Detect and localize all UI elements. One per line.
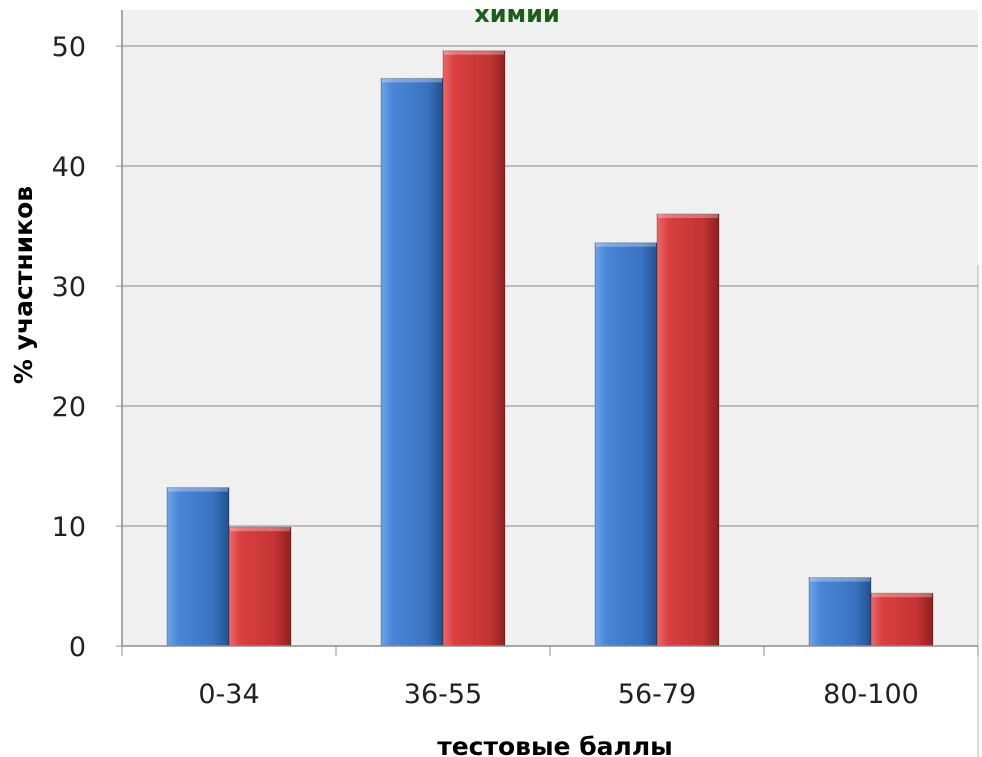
y-tick-label: 40 <box>52 152 86 183</box>
bar <box>594 242 658 647</box>
bar <box>380 77 444 647</box>
y-tick-label: 50 <box>52 32 86 63</box>
bar <box>228 526 292 647</box>
bars <box>166 50 934 647</box>
x-tick-label: 0-34 <box>198 679 259 710</box>
bar-top-highlight <box>596 242 656 247</box>
bar-top-highlight <box>230 527 290 532</box>
bar <box>166 487 230 647</box>
y-tick-label: 30 <box>52 272 86 303</box>
bar <box>808 577 872 647</box>
x-axis-title: тестовые баллы <box>437 732 673 757</box>
bar <box>656 213 720 647</box>
y-axis-title: % участников <box>9 186 38 384</box>
x-axis-ticks: 0-34 36-55 56-79 80-100 <box>121 646 979 710</box>
bar-top-highlight <box>444 50 504 55</box>
bar-top-highlight <box>872 593 932 598</box>
bar-top-highlight <box>658 214 718 218</box>
bar <box>442 50 506 647</box>
y-tick-label: 10 <box>52 512 86 543</box>
y-tick-label: 20 <box>52 392 86 423</box>
x-tick-label: 80-100 <box>823 679 919 710</box>
y-tick-label: 0 <box>69 632 86 663</box>
x-tick-label: 36-55 <box>404 679 482 710</box>
gridlines <box>122 45 978 527</box>
bar-top-highlight <box>168 487 228 492</box>
bar <box>870 592 934 647</box>
bar-top-highlight <box>810 577 870 582</box>
bar-top-highlight <box>382 78 442 83</box>
x-tick-label: 56-79 <box>618 679 696 710</box>
chart-title: химии <box>474 0 560 28</box>
y-axis-ticks: 0 10 20 30 40 50 <box>52 32 122 663</box>
